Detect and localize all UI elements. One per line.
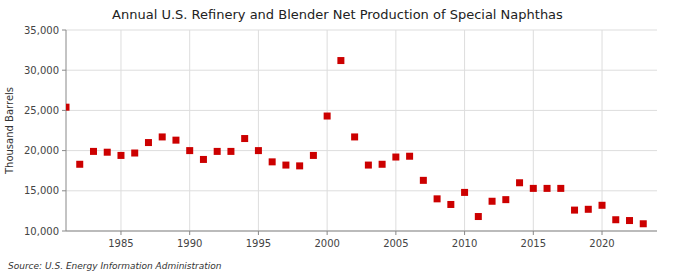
point bbox=[571, 207, 578, 214]
point bbox=[310, 152, 317, 159]
source-note: Source: U.S. Energy Information Administ… bbox=[8, 261, 222, 271]
point bbox=[530, 185, 537, 192]
x-tick bbox=[189, 231, 190, 235]
point bbox=[200, 156, 207, 163]
point bbox=[379, 161, 386, 168]
grid bbox=[66, 30, 657, 231]
point bbox=[626, 217, 633, 224]
y-tick-label: 30,000 bbox=[24, 65, 59, 76]
point bbox=[516, 179, 523, 186]
axes: 10,000 15,000 20,000 25,000 30,000 35,000 1985… bbox=[24, 25, 657, 250]
point bbox=[461, 189, 468, 196]
points bbox=[66, 57, 647, 227]
y-tick-label: 25,000 bbox=[24, 105, 59, 116]
point bbox=[420, 177, 427, 184]
x-axis-line bbox=[66, 231, 657, 232]
point bbox=[241, 135, 248, 142]
y-tick-label: 35,000 bbox=[24, 25, 59, 36]
y-tick bbox=[62, 150, 66, 151]
point bbox=[406, 153, 413, 160]
point bbox=[585, 206, 592, 213]
x-grid-line bbox=[395, 30, 396, 231]
x-grid-line bbox=[327, 30, 328, 231]
y-grid-line bbox=[66, 110, 657, 111]
x-grid-line bbox=[533, 30, 534, 231]
point bbox=[337, 57, 344, 64]
x-tick bbox=[602, 231, 603, 235]
point bbox=[351, 133, 358, 140]
x-grid-line bbox=[464, 30, 465, 231]
y-grid-line bbox=[66, 150, 657, 151]
x-tick-label: 2020 bbox=[589, 238, 614, 249]
point bbox=[502, 196, 509, 203]
point bbox=[159, 133, 166, 140]
x-tick-label: 2010 bbox=[452, 238, 477, 249]
point bbox=[392, 154, 399, 161]
point bbox=[104, 149, 111, 156]
point bbox=[66, 104, 70, 111]
x-tick-label: 2005 bbox=[383, 238, 408, 249]
x-tick-label: 1990 bbox=[177, 238, 202, 249]
point bbox=[117, 152, 124, 159]
chart-container: Annual U.S. Refinery and Blender Net Pro… bbox=[0, 0, 675, 275]
point bbox=[186, 147, 193, 154]
y-grid-line bbox=[66, 70, 657, 71]
chart-svg: Annual U.S. Refinery and Blender Net Pro… bbox=[0, 0, 675, 275]
y-axis-label: Thousand Barrels bbox=[4, 87, 15, 175]
x-tick-label: 2000 bbox=[314, 238, 339, 249]
point bbox=[76, 161, 83, 168]
y-axis-line bbox=[66, 30, 67, 231]
y-grid-line bbox=[66, 190, 657, 191]
point bbox=[90, 148, 97, 155]
y-tick-label: 15,000 bbox=[24, 185, 59, 196]
x-grid-line bbox=[189, 30, 190, 231]
y-tick-label: 20,000 bbox=[24, 145, 59, 156]
x-tick-label: 2015 bbox=[521, 238, 546, 249]
point bbox=[447, 201, 454, 208]
x-tick bbox=[327, 231, 328, 235]
point bbox=[489, 198, 496, 205]
point bbox=[131, 150, 138, 157]
y-tick bbox=[62, 190, 66, 191]
point bbox=[296, 162, 303, 169]
point bbox=[640, 220, 647, 227]
x-tick bbox=[464, 231, 465, 235]
point bbox=[599, 202, 606, 209]
x-tick bbox=[120, 231, 121, 235]
point bbox=[324, 113, 331, 120]
y-grid-line bbox=[66, 30, 657, 31]
x-tick-label: 1995 bbox=[246, 238, 271, 249]
point bbox=[227, 148, 234, 155]
x-grid-line bbox=[120, 30, 121, 231]
y-tick bbox=[62, 70, 66, 71]
x-grid-line bbox=[258, 30, 259, 231]
y-tick bbox=[62, 110, 66, 111]
point bbox=[255, 147, 262, 154]
point bbox=[557, 185, 564, 192]
x-tick-label: 1985 bbox=[108, 238, 133, 249]
point bbox=[475, 213, 482, 220]
point bbox=[434, 195, 441, 202]
point bbox=[365, 162, 372, 169]
y-tick bbox=[62, 231, 66, 232]
x-tick bbox=[258, 231, 259, 235]
point bbox=[214, 148, 221, 155]
y-grid-line bbox=[66, 231, 657, 232]
point bbox=[269, 158, 276, 165]
y-tick bbox=[62, 30, 66, 31]
point bbox=[544, 185, 551, 192]
point bbox=[172, 137, 179, 144]
point bbox=[282, 162, 289, 169]
point bbox=[145, 139, 152, 146]
x-tick bbox=[395, 231, 396, 235]
x-tick bbox=[533, 231, 534, 235]
y-tick-label: 10,000 bbox=[24, 226, 59, 237]
background bbox=[0, 0, 675, 275]
point bbox=[612, 216, 619, 223]
x-grid-line bbox=[602, 30, 603, 231]
chart-title: Annual U.S. Refinery and Blender Net Pro… bbox=[112, 7, 563, 22]
